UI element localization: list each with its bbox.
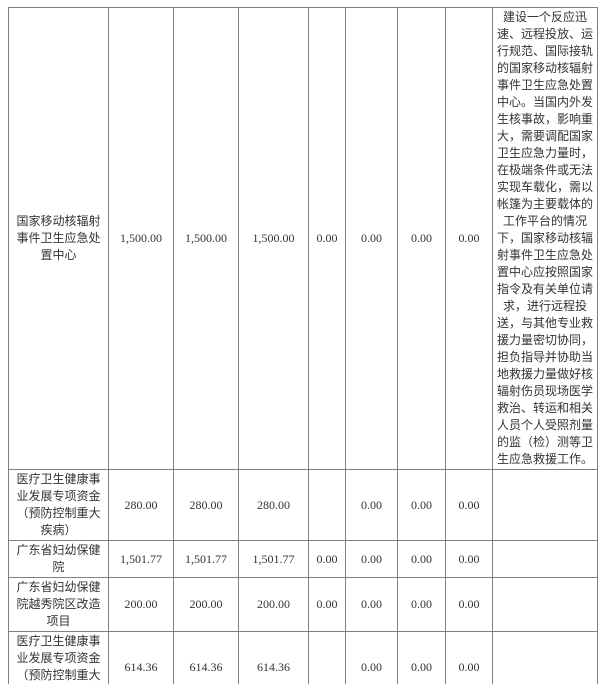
note-cell — [492, 540, 598, 578]
amount-cell: 0.00 — [445, 540, 493, 578]
table-row: 国家移动核辐射事件卫生应急处置中心 1,500.00 1,500.00 1,50… — [8, 7, 598, 470]
table-row: 医疗卫生健康事业发展专项资金（预防控制重大疾病） 280.00 280.00 2… — [8, 469, 598, 541]
amount-cell: 1,501.77 — [108, 540, 174, 578]
amount-cell: 0.00 — [345, 577, 398, 632]
amount-cell: 0.00 — [308, 540, 346, 578]
amount-cell: 0.00 — [308, 577, 346, 632]
note-cell — [492, 469, 598, 541]
budget-table: 国家移动核辐射事件卫生应急处置中心 1,500.00 1,500.00 1,50… — [8, 7, 598, 684]
project-name-cell: 广东省妇幼保健院 — [8, 540, 109, 578]
note-cell — [492, 631, 598, 684]
amount-cell: 200.00 — [238, 577, 309, 632]
project-name-cell: 国家移动核辐射事件卫生应急处置中心 — [8, 7, 109, 470]
amount-cell: 614.36 — [173, 631, 239, 684]
amount-cell: 0.00 — [445, 7, 493, 470]
project-name-cell: 医疗卫生健康事业发展专项资金（预防控制重大疾病） — [8, 469, 109, 541]
amount-cell: 0.00 — [345, 469, 398, 541]
amount-cell: 1,500.00 — [173, 7, 239, 470]
project-name-cell: 医疗卫生健康事业发展专项资金（预防控制重大疾病） — [8, 631, 109, 684]
table-row: 广东省妇幼保健院越秀院区改造项目 200.00 200.00 200.00 0.… — [8, 577, 598, 632]
table-row: 医疗卫生健康事业发展专项资金（预防控制重大疾病） 614.36 614.36 6… — [8, 631, 598, 684]
amount-cell — [308, 631, 346, 684]
amount-cell: 0.00 — [445, 577, 493, 632]
amount-cell: 1,501.77 — [173, 540, 239, 578]
amount-cell: 1,501.77 — [238, 540, 309, 578]
amount-cell: 0.00 — [345, 540, 398, 578]
note-cell — [492, 577, 598, 632]
amount-cell: 614.36 — [108, 631, 174, 684]
amount-cell: 0.00 — [397, 631, 446, 684]
project-name-cell: 广东省妇幼保健院越秀院区改造项目 — [8, 577, 109, 632]
table-row: 广东省妇幼保健院 1,501.77 1,501.77 1,501.77 0.00… — [8, 540, 598, 578]
amount-cell: 614.36 — [238, 631, 309, 684]
amount-cell: 0.00 — [445, 469, 493, 541]
amount-cell: 280.00 — [108, 469, 174, 541]
amount-cell — [308, 469, 346, 541]
amount-cell: 0.00 — [397, 469, 446, 541]
amount-cell: 200.00 — [108, 577, 174, 632]
amount-cell: 1,500.00 — [238, 7, 309, 470]
amount-cell: 0.00 — [445, 631, 493, 684]
amount-cell: 0.00 — [345, 7, 398, 470]
note-cell: 建设一个反应迅速、远程投放、运行规范、国际接轨的国家移动核辐射事件卫生应急处置中… — [492, 7, 598, 470]
amount-cell: 280.00 — [238, 469, 309, 541]
amount-cell: 0.00 — [397, 7, 446, 470]
amount-cell: 0.00 — [397, 540, 446, 578]
amount-cell: 280.00 — [173, 469, 239, 541]
amount-cell: 0.00 — [308, 7, 346, 470]
amount-cell: 1,500.00 — [108, 7, 174, 470]
amount-cell: 0.00 — [397, 577, 446, 632]
amount-cell: 0.00 — [345, 631, 398, 684]
amount-cell: 200.00 — [173, 577, 239, 632]
